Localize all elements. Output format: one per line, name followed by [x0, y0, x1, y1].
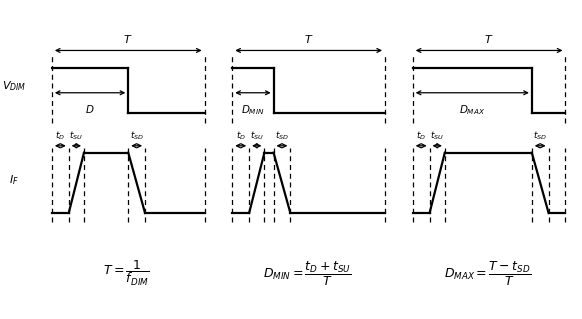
Text: $T=\dfrac{1}{f_{DIM}}$: $T=\dfrac{1}{f_{DIM}}$: [103, 259, 150, 288]
Text: $D$: $D$: [86, 103, 95, 115]
Text: $t_D$: $t_D$: [236, 130, 246, 142]
Text: $D_{MIN}=\dfrac{t_D+t_{SU}}{T}$: $D_{MIN}=\dfrac{t_D+t_{SU}}{T}$: [262, 260, 352, 288]
Text: $D_{MAX}$: $D_{MAX}$: [459, 103, 485, 116]
Text: $V_{DIM}$: $V_{DIM}$: [2, 79, 26, 93]
Text: $T$: $T$: [304, 33, 314, 46]
Text: $t_{SU}$: $t_{SU}$: [250, 130, 264, 142]
Text: $I_F$: $I_F$: [9, 173, 19, 187]
Text: $D_{MAX}=\dfrac{T-t_{SD}}{T}$: $D_{MAX}=\dfrac{T-t_{SD}}{T}$: [443, 260, 531, 288]
Text: $t_{SD}$: $t_{SD}$: [533, 130, 547, 142]
Text: $t_{SD}$: $t_{SD}$: [275, 130, 289, 142]
Text: $T$: $T$: [123, 33, 133, 46]
Text: $t_{SU}$: $t_{SU}$: [69, 130, 83, 142]
Text: $t_D$: $t_D$: [416, 130, 426, 142]
Text: $t_{SU}$: $t_{SU}$: [430, 130, 444, 142]
Text: $t_{SD}$: $t_{SD}$: [130, 130, 144, 142]
Text: $t_D$: $t_D$: [55, 130, 65, 142]
Text: $D_{MIN}$: $D_{MIN}$: [241, 103, 265, 116]
Text: $T$: $T$: [484, 33, 494, 46]
